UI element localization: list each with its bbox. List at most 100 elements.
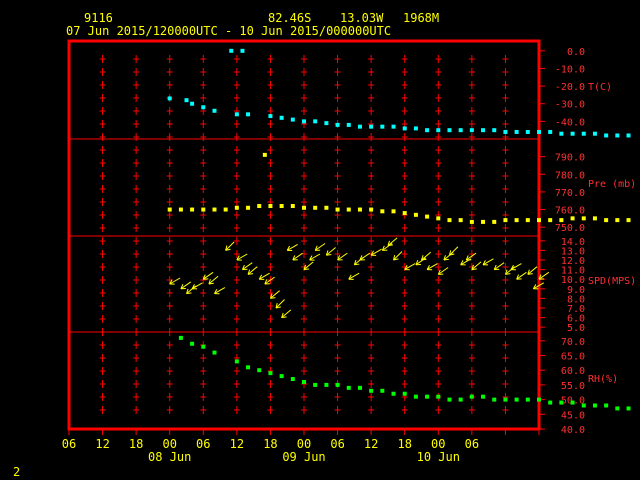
wind-barb-shaft	[264, 276, 275, 285]
data-point	[313, 119, 318, 124]
data-point	[615, 133, 620, 138]
x-tick-label: 06	[62, 437, 76, 451]
data-point	[592, 131, 597, 136]
wind-barb-shaft	[538, 271, 550, 280]
wind-barb-head	[482, 260, 486, 266]
data-point-outlier	[229, 48, 234, 53]
data-point	[492, 397, 497, 402]
data-point	[604, 218, 609, 223]
data-point	[324, 121, 329, 126]
y-tick-label: 8.0	[567, 294, 585, 305]
data-point	[436, 128, 441, 133]
data-point	[481, 394, 486, 399]
x-tick-label: 06	[330, 437, 344, 451]
wind-barb-head	[325, 250, 329, 256]
data-point	[246, 112, 251, 117]
wind-barb-shaft	[247, 266, 258, 275]
data-point	[425, 394, 430, 399]
data-point	[391, 124, 396, 129]
wind-barb-head	[258, 274, 263, 280]
data-point	[481, 128, 486, 133]
wind-barb-shaft	[393, 251, 403, 261]
data-point	[380, 124, 385, 129]
data-point	[380, 388, 385, 393]
data-point	[313, 382, 318, 387]
data-point	[626, 406, 631, 411]
data-point	[257, 368, 262, 373]
wind-barb-shaft	[292, 252, 303, 261]
data-point	[447, 128, 452, 133]
wind-barb-head	[359, 255, 363, 261]
wind-barb-shaft	[382, 243, 393, 251]
x-tick-label: 12	[95, 437, 109, 451]
data-point	[469, 128, 474, 133]
data-point	[413, 394, 418, 399]
y-tick-label: 790.0	[555, 153, 585, 164]
wind-barb	[269, 290, 280, 299]
wind-barb	[421, 251, 432, 261]
wind-barb	[538, 271, 550, 280]
y-tick-label: 12.0	[561, 256, 585, 267]
wind-barb-head	[281, 316, 287, 319]
wind-barb-head	[516, 274, 520, 280]
wind-barb-head	[214, 288, 218, 294]
data-point	[201, 207, 206, 212]
data-point	[525, 218, 530, 223]
wind-barb-head	[241, 264, 245, 270]
panel-unit-label: T(C)	[588, 82, 612, 93]
wind-barb	[214, 287, 226, 295]
page-number: 2	[13, 465, 20, 479]
data-point	[212, 350, 217, 355]
wind-barb-head	[264, 279, 268, 285]
wind-barb	[493, 262, 505, 271]
y-tick-label: 70.0	[561, 337, 585, 348]
data-point	[391, 209, 396, 214]
wind-barb-head	[337, 255, 341, 261]
data-point	[302, 379, 306, 384]
y-axes: 0.0 -10.0 -20.0 -30.0 -40.0 T(C) 790.0 780.0 770…	[539, 47, 636, 436]
data-series	[167, 48, 631, 411]
wind-barb	[437, 267, 449, 275]
wind-barb-head	[169, 279, 173, 285]
wind-barb-shaft	[387, 237, 398, 246]
wind-barb-shaft	[236, 253, 248, 261]
panel-unit-label: RH(%)	[588, 374, 618, 385]
wind-barb-head	[404, 264, 408, 270]
wind-barb	[516, 271, 527, 280]
wind-barb-shaft	[510, 263, 522, 271]
data-point	[212, 108, 217, 113]
date-label: 10 Jun	[417, 450, 460, 464]
wind-barb-head	[505, 273, 511, 275]
data-point	[548, 129, 553, 134]
wind-barb	[448, 246, 459, 256]
data-point	[290, 117, 295, 122]
y-tick-label: 750.0	[555, 223, 585, 234]
data-point	[246, 365, 251, 370]
wind-barb-shaft	[286, 243, 298, 251]
date-label: 08 Jun	[148, 450, 191, 464]
wind-barb	[325, 247, 336, 256]
data-point	[581, 131, 586, 136]
wind-barb	[387, 237, 398, 247]
wind-barb-head	[354, 263, 360, 266]
data-point	[234, 359, 239, 364]
data-point	[626, 218, 631, 223]
wind-barb-head	[381, 245, 385, 251]
wind-barb-shaft	[421, 251, 432, 261]
data-point	[302, 205, 306, 210]
wind-barb-shaft	[465, 252, 477, 261]
wind-barb-head	[292, 255, 296, 261]
wind-barb-head	[303, 264, 307, 270]
wind-barb-head	[314, 245, 318, 251]
y-tick-label: 55.0	[561, 381, 585, 392]
data-point	[357, 207, 362, 212]
data-point	[234, 112, 239, 117]
wind-barb	[532, 282, 545, 290]
wind-barb-head	[270, 297, 276, 299]
y-tick-label: 13.0	[561, 246, 585, 257]
y-tick-label: -30.0	[555, 100, 585, 111]
wind-barb-head	[275, 306, 282, 309]
data-point	[548, 400, 553, 405]
wind-barb-head	[443, 255, 446, 261]
wind-barb-shaft	[191, 282, 203, 290]
